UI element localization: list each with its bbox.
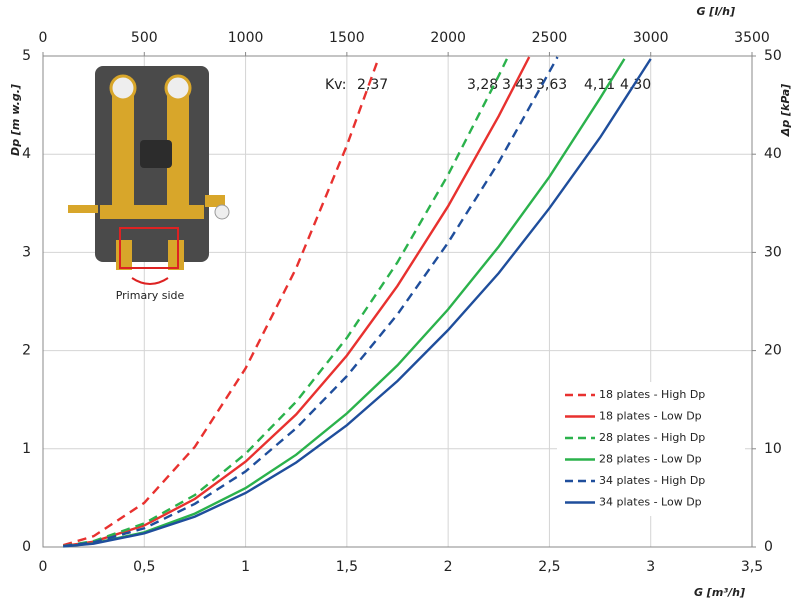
y2-tick-label: 40 [764, 146, 782, 162]
kv-value: 3,43 [502, 77, 533, 93]
pipe [100, 205, 204, 219]
plot-frame [42, 55, 753, 548]
x-tick-label: 2 [444, 559, 453, 575]
series-line [63, 58, 652, 548]
pipe [116, 240, 132, 270]
kv-value: 4,11 [584, 77, 615, 93]
x2-axis-title: G [l/h] [696, 5, 735, 18]
x-tick-label: 3 [646, 559, 655, 575]
y2-tick-label: 30 [764, 244, 782, 260]
legend-label: 18 plates - Low Dp [599, 410, 702, 423]
pipe [112, 95, 134, 215]
x-tick-label: 0 [39, 559, 48, 575]
kv-value: 4,30 [620, 77, 651, 93]
y2-tick-label: 50 [764, 48, 782, 64]
x-tick-label: 2,5 [538, 559, 560, 575]
x-tick-label: 1,5 [336, 559, 358, 575]
inset-photo: Primary side [68, 66, 230, 302]
x2-tick-label: 3500 [734, 30, 770, 46]
y-tick-label: 5 [22, 48, 31, 64]
legend-label: 34 plates - Low Dp [599, 496, 702, 509]
y2-tick-label: 20 [764, 343, 782, 359]
legend-label: 34 plates - High Dp [599, 474, 705, 487]
x2-tick-label: 2500 [532, 30, 568, 46]
valve [68, 205, 98, 213]
y-axis-title: Dp [m w.g.] [9, 84, 22, 156]
y-tick-label: 0 [22, 539, 31, 555]
x-tick-label: 0,5 [133, 559, 155, 575]
gauge [214, 204, 230, 220]
kv-label: Kv: [325, 77, 346, 93]
x-tick-label: 1 [241, 559, 250, 575]
valve [205, 195, 225, 207]
pipe [168, 240, 184, 270]
highlight [119, 227, 179, 269]
kv-value: 3,63 [536, 77, 567, 93]
y2-axis-title: Δp [kPa] [779, 84, 792, 137]
series-line [63, 58, 508, 548]
series-line [63, 56, 559, 548]
gauge [109, 74, 137, 102]
x2-tick-label: 1500 [329, 30, 365, 46]
y2-tick-label: 10 [764, 441, 782, 457]
inset-caption: Primary side [116, 289, 185, 302]
gauge [164, 74, 192, 102]
y-tick-label: 4 [22, 146, 31, 162]
legend [557, 382, 745, 516]
legend-label: 28 plates - Low Dp [599, 453, 702, 466]
series-line [62, 61, 379, 547]
kv-value: 2,37 [357, 77, 388, 93]
pipe [167, 95, 189, 215]
x2-tick-label: 0 [39, 30, 48, 46]
y-tick-label: 3 [22, 244, 31, 260]
x2-tick-label: 500 [131, 30, 158, 46]
x-tick-label: 3,5 [741, 559, 763, 575]
legend-label: 28 plates - High Dp [599, 431, 705, 444]
x-axis-title: G [m³/h] [694, 586, 745, 599]
kv-value: 3,28 [467, 77, 498, 93]
x2-tick-label: 1000 [228, 30, 264, 46]
legend-label: 18 plates - High Dp [599, 388, 705, 401]
arrow [131, 277, 169, 285]
pump [140, 140, 172, 168]
y2-tick-label: 0 [764, 539, 773, 555]
x2-tick-label: 2000 [430, 30, 466, 46]
y-tick-label: 1 [22, 441, 31, 457]
x2-tick-label: 3000 [633, 30, 669, 46]
series-line [63, 56, 531, 548]
y-tick-label: 2 [22, 343, 31, 359]
